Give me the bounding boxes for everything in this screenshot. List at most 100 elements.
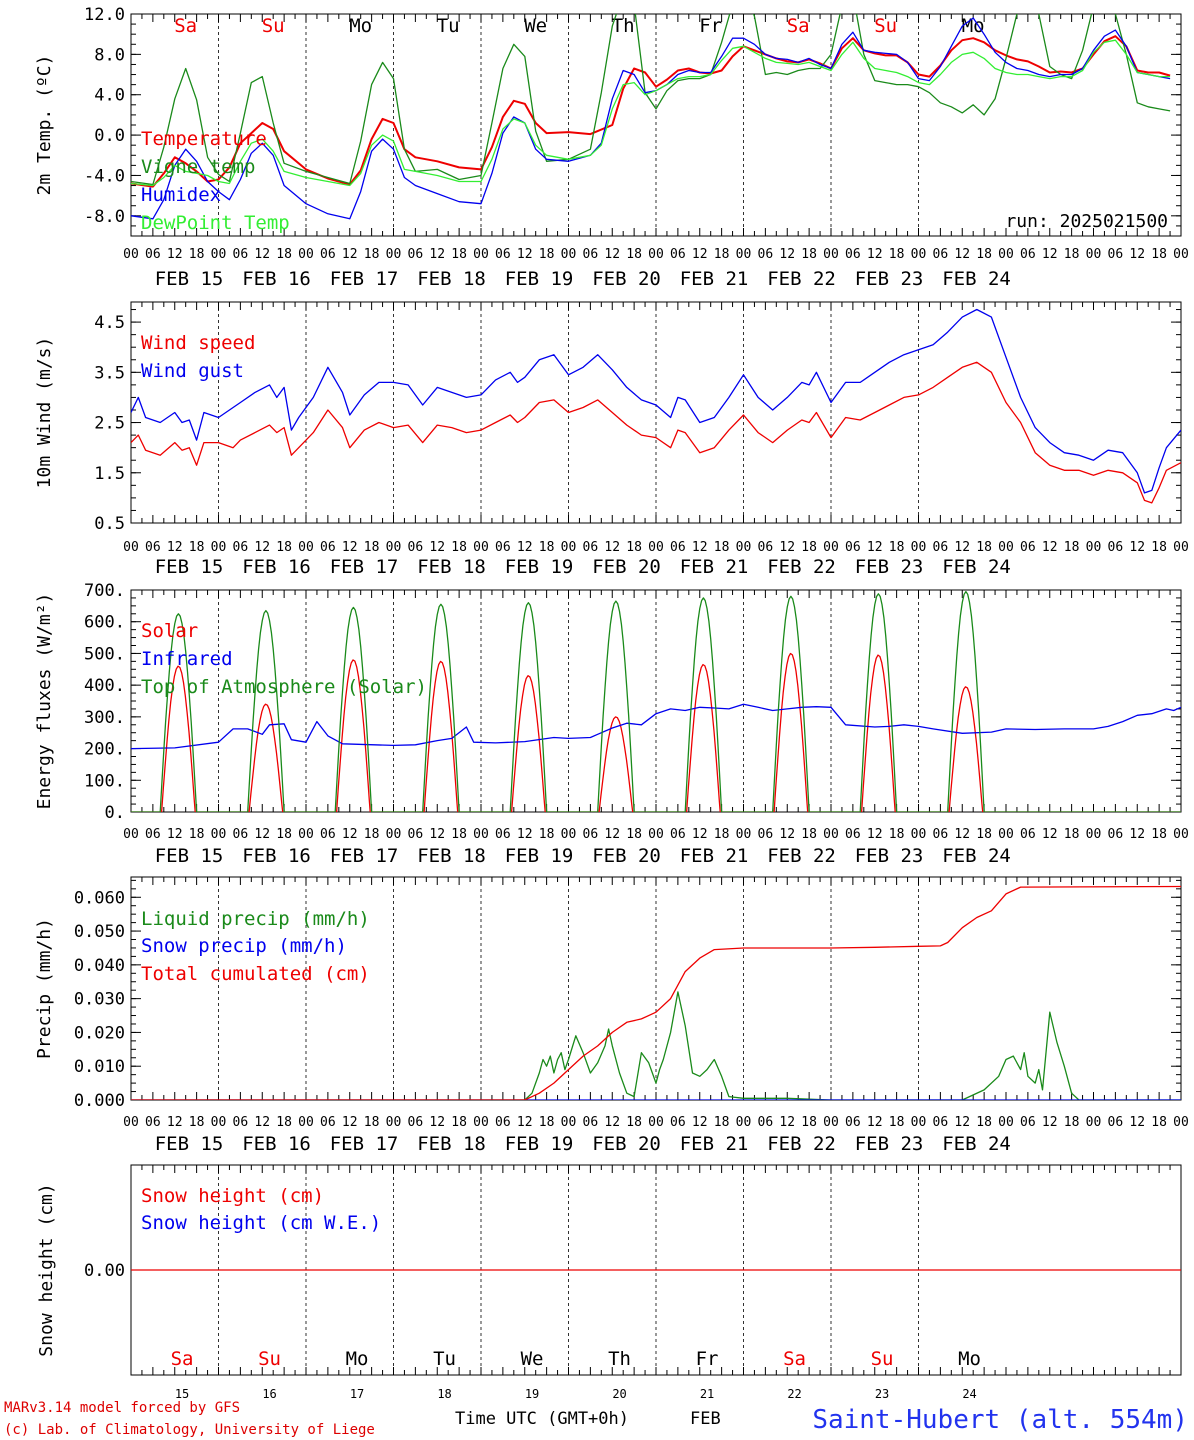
date-label: FEB 19 [505, 556, 574, 578]
hour-tick-label: 00 [298, 827, 314, 842]
y-tick-label: 700. [84, 581, 125, 601]
date-label: FEB 20 [592, 845, 661, 867]
day-number: 18 [437, 1387, 451, 1401]
hour-tick-label: 00 [1086, 827, 1102, 842]
hour-tick-label: 12 [167, 247, 183, 262]
hour-tick-label: 12 [692, 247, 708, 262]
hour-tick-label: 18 [451, 540, 467, 555]
hour-tick-label: 12 [779, 827, 795, 842]
day-name: Tu [437, 15, 460, 37]
hour-tick-label: 06 [408, 247, 424, 262]
date-label: FEB 17 [330, 268, 399, 290]
hour-tick-label: 18 [889, 1115, 905, 1130]
hour-tick-label: 06 [583, 247, 599, 262]
hour-tick-label: 00 [823, 1115, 839, 1130]
legend-entry: Humidex [141, 184, 221, 206]
hour-tick-label: 12 [1042, 1115, 1058, 1130]
date-label: FEB 21 [680, 268, 749, 290]
hour-tick-label: 06 [495, 1115, 511, 1130]
legend-entry: DewPoint Temp [141, 212, 290, 234]
hour-tick-label: 18 [451, 247, 467, 262]
hour-tick-label: 06 [670, 827, 686, 842]
hour-tick-label: 18 [889, 827, 905, 842]
date-label: FEB 16 [242, 1133, 311, 1155]
date-label: FEB 24 [942, 1133, 1011, 1155]
date-label: FEB 19 [505, 268, 574, 290]
date-label: FEB 23 [855, 1133, 924, 1155]
hour-tick-label: 12 [429, 827, 445, 842]
panel-4: 0.000 0.010 0.020 0.030 0.040 0.050 0.060 Preci… [34, 876, 1189, 1155]
hour-tick-label: 06 [933, 540, 949, 555]
hour-tick-label: 00 [561, 827, 577, 842]
series-group [131, 14, 1171, 220]
day-name: Mo [958, 1348, 981, 1370]
date-label: FEB 20 [592, 268, 661, 290]
hour-tick-label: 00 [211, 1115, 227, 1130]
date-label: FEB 17 [330, 1133, 399, 1155]
hour-tick-label: 00 [648, 247, 664, 262]
day-number: 24 [962, 1387, 976, 1401]
hour-tick-label: 06 [320, 827, 336, 842]
y-axis-label: Precip (mm/h) [34, 918, 55, 1059]
y-axis-label: 2m Temp. (ºC) [34, 55, 55, 196]
series-line [131, 703, 1181, 750]
hour-tick-label: 00 [736, 1115, 752, 1130]
date-label: FEB 18 [417, 1133, 486, 1155]
day-number: 15 [175, 1387, 189, 1401]
day-name: Su [871, 1348, 894, 1370]
hour-tick-label: 12 [604, 1115, 620, 1130]
y-tick-label: 400. [84, 676, 125, 696]
hour-tick-label: 00 [561, 1115, 577, 1130]
date-label: FEB 18 [417, 268, 486, 290]
date-label: FEB 22 [767, 556, 836, 578]
series-line [131, 361, 1181, 504]
y-tick-label: 0.0 [94, 126, 125, 146]
series-line [131, 14, 1171, 186]
hour-tick-label: 00 [1173, 827, 1189, 842]
hour-tick-label: 12 [517, 540, 533, 555]
day-number: 19 [525, 1387, 539, 1401]
legend-entry: Total cumulated (cm) [141, 963, 370, 985]
hour-tick-label: 18 [539, 827, 555, 842]
panel-3: 0. 100. 200. 300. 400. 500. 600. 700. Energy flu… [34, 581, 1189, 867]
hour-tick-label: 12 [779, 247, 795, 262]
hour-tick-label: 06 [145, 540, 161, 555]
hour-tick-label: 12 [954, 247, 970, 262]
hour-tick-label: 00 [298, 247, 314, 262]
hour-tick-label: 18 [364, 1115, 380, 1130]
y-axis-label: Energy fluxes (W/m²) [34, 593, 55, 810]
hour-tick-label: 00 [473, 540, 489, 555]
hour-tick-label: 12 [692, 1115, 708, 1130]
hour-tick-label: 06 [583, 540, 599, 555]
hour-tick-label: 06 [408, 827, 424, 842]
hour-tick-label: 06 [233, 1115, 249, 1130]
hour-tick-label: 00 [998, 540, 1014, 555]
hour-tick-label: 18 [714, 827, 730, 842]
hour-tick-label: 06 [670, 247, 686, 262]
hour-tick-label: 12 [254, 540, 270, 555]
hour-tick-label: 12 [429, 1115, 445, 1130]
hour-tick-label: 06 [145, 247, 161, 262]
hour-tick-label: 06 [758, 540, 774, 555]
hour-tick-label: 06 [758, 1115, 774, 1130]
hour-tick-label: 18 [801, 540, 817, 555]
y-tick-label: 0.020 [74, 1023, 125, 1043]
hour-tick-label: 18 [1064, 827, 1080, 842]
series-line [131, 885, 1181, 1100]
hour-tick-label: 12 [692, 827, 708, 842]
hour-tick-label: 00 [211, 827, 227, 842]
hour-tick-label: 18 [976, 827, 992, 842]
hour-tick-label: 06 [670, 540, 686, 555]
date-label: FEB 24 [942, 845, 1011, 867]
y-tick-label: -8.0 [84, 207, 125, 227]
day-number: 23 [875, 1387, 889, 1401]
hour-tick-label: 00 [823, 247, 839, 262]
y-tick-label: 4.5 [94, 313, 125, 333]
hour-tick-label: 06 [845, 247, 861, 262]
y-axis-label: 10m Wind (m/s) [34, 337, 55, 489]
hour-tick-label: 18 [626, 827, 642, 842]
hour-tick-label: 12 [342, 827, 358, 842]
y-tick-label: 0.010 [74, 1057, 125, 1077]
date-label: FEB 21 [680, 845, 749, 867]
y-tick-label: 2.5 [94, 414, 125, 434]
